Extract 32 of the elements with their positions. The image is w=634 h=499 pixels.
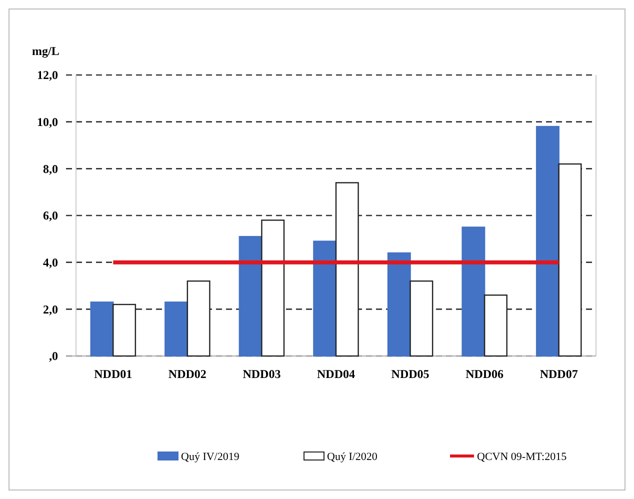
- legend-label: Quý I/2020: [327, 450, 378, 463]
- bar: [335, 182, 359, 357]
- y-tick-label: 12,0: [37, 68, 58, 82]
- bar: [90, 302, 114, 357]
- bar: [261, 220, 285, 357]
- x-tick-label: NDD05: [391, 367, 430, 381]
- x-tick-label: NDD01: [94, 367, 132, 381]
- bar: [410, 280, 434, 357]
- bar: [484, 294, 508, 357]
- bar: [558, 163, 582, 357]
- bar: [313, 240, 337, 357]
- y-tick-label: 8,0: [43, 162, 58, 176]
- x-tick-label: NDD06: [466, 367, 504, 381]
- bar: [462, 226, 486, 357]
- y-tick-label: ,0: [49, 349, 58, 364]
- y-tick-label: 10,0: [37, 115, 58, 130]
- y-tick-label: 4,0: [43, 256, 58, 270]
- x-tick-label: NDD07: [540, 367, 578, 381]
- bar: [186, 280, 210, 357]
- y-tick-label: 2,0: [43, 302, 58, 316]
- x-tick-label: NDD02: [168, 367, 206, 381]
- legend-label: Quý IV/2019: [181, 450, 240, 463]
- x-tick-label: NDD04: [317, 367, 355, 381]
- legend-label: QCVN 09-MT:2015: [477, 450, 568, 463]
- bar: [112, 304, 136, 357]
- y-axis-title: mg/L: [32, 44, 60, 58]
- bar: [387, 252, 411, 357]
- y-tick-label: 6,0: [43, 208, 58, 223]
- bar: [164, 302, 188, 357]
- bar: [238, 236, 262, 357]
- x-tick-label: NDD03: [242, 367, 281, 381]
- bar: [536, 126, 560, 357]
